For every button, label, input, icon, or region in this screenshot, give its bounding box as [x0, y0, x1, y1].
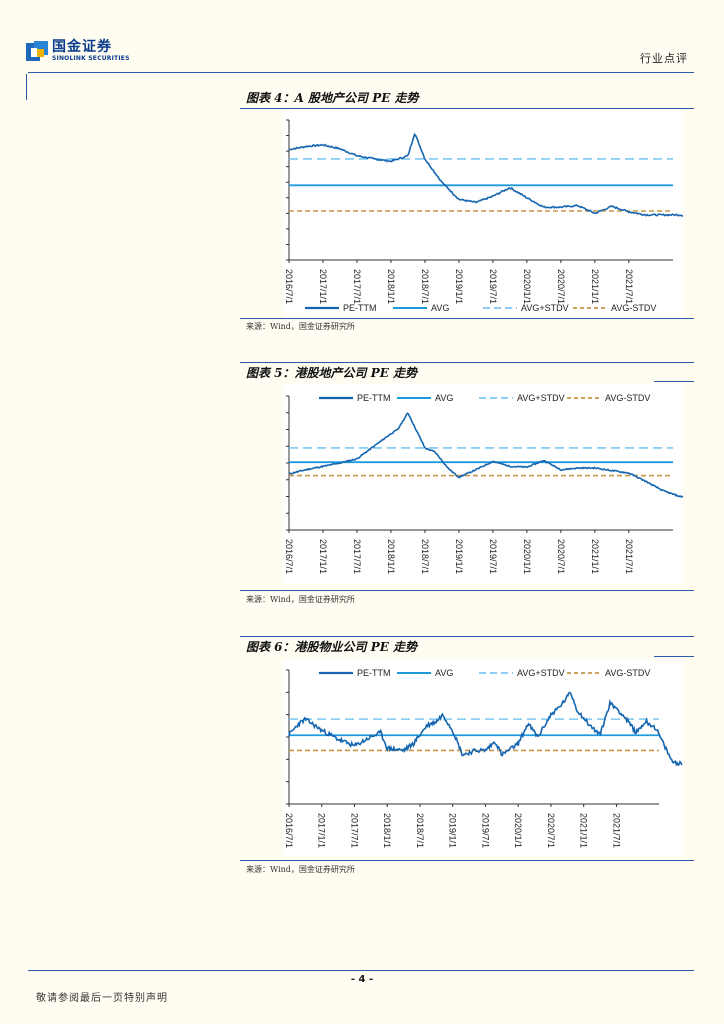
- legend-label: PE-TTM: [357, 393, 391, 403]
- logo-mark-icon: [26, 40, 48, 63]
- figure-6-bottom-rule: [240, 860, 694, 861]
- x-tick-label: 2018/1/1: [386, 539, 396, 574]
- x-tick-label: 2021/1/1: [590, 539, 600, 574]
- figure-4-panel: 0246810121416182016/7/12017/1/12017/7/12…: [273, 110, 724, 318]
- figure-5-title-rule: [654, 381, 694, 382]
- figure-4-source: 来源：Wind，国金证券研究所: [246, 322, 355, 331]
- x-tick-label: 2021/1/1: [590, 269, 600, 304]
- x-tick-label: 2017/7/1: [349, 813, 359, 848]
- x-tick-label: 2020/7/1: [556, 269, 566, 304]
- x-tick-label: 2021/1/1: [579, 813, 589, 848]
- x-tick-label: 2018/1/1: [382, 813, 392, 848]
- x-tick-label: 2020/1/1: [513, 813, 523, 848]
- legend-label: AVG-STDV: [605, 393, 650, 403]
- figure-4-bottom-rule: [240, 318, 694, 319]
- x-tick-label: 2019/7/1: [488, 539, 498, 574]
- x-tick-label: 2020/7/1: [546, 813, 556, 848]
- figure-5-panel: 02468101214162016/7/12017/1/12017/7/1201…: [273, 384, 691, 584]
- company-sub-name: SINOLINK SECURITIES: [52, 55, 130, 62]
- x-tick-label: 2021/7/1: [611, 813, 621, 848]
- x-tick-label: 2018/7/1: [420, 269, 430, 304]
- figure-5-bottom-rule: [240, 590, 694, 591]
- figure-4-top-rule: [240, 108, 694, 109]
- figure-4-chart: 0246810121416182016/7/12017/1/12017/7/12…: [273, 115, 724, 313]
- company-logo: 国金证券 SINOLINK SECURITIES: [26, 40, 130, 63]
- company-name: 国金证券: [52, 39, 112, 55]
- x-tick-label: 2016/7/1: [284, 813, 294, 848]
- x-tick-label: 2019/7/1: [480, 813, 490, 848]
- x-tick-label: 2017/7/1: [352, 269, 362, 304]
- x-tick-label: 2018/7/1: [420, 539, 430, 574]
- x-tick-label: 2021/7/1: [624, 539, 634, 574]
- x-tick-label: 2017/1/1: [318, 539, 328, 574]
- figure-6-chart: 01020304050602016/7/12017/1/12017/7/1201…: [273, 665, 683, 848]
- x-tick-label: 2017/7/1: [352, 539, 362, 574]
- pe-ttm-series: [288, 412, 691, 498]
- page-number: - 4 -: [350, 974, 374, 985]
- legend-label: AVG-STDV: [605, 668, 650, 678]
- x-tick-label: 2016/7/1: [284, 269, 294, 304]
- figure-5-title: 图表 5：港股地产公司 PE 走势: [246, 366, 418, 380]
- legend-label: AVG+STDV: [517, 393, 565, 403]
- figure-4-title: 图表 4：A 股地产公司 PE 走势: [246, 91, 419, 105]
- x-tick-label: 2019/7/1: [488, 269, 498, 304]
- x-tick-label: 2019/1/1: [454, 539, 464, 574]
- legend-label: AVG: [435, 393, 453, 403]
- legend-label: AVG+STDV: [517, 668, 565, 678]
- pe-ttm-series: [288, 691, 683, 767]
- x-tick-label: 2018/1/1: [386, 269, 396, 304]
- x-tick-label: 2020/1/1: [522, 539, 532, 574]
- pe-ttm-series: [288, 132, 724, 219]
- figure-5-source: 来源：Wind，国金证券研究所: [246, 595, 355, 604]
- legend-label: AVG-STDV: [611, 303, 656, 313]
- figure-6-source: 来源：Wind，国金证券研究所: [246, 865, 355, 874]
- figure-5-chart: 02468101214162016/7/12017/1/12017/7/1201…: [273, 391, 691, 574]
- legend-label: AVG+STDV: [521, 303, 569, 313]
- legend-label: PE-TTM: [343, 303, 377, 313]
- legend-label: AVG: [435, 668, 453, 678]
- x-tick-label: 2020/1/1: [522, 269, 532, 304]
- footer-divider: [28, 970, 694, 971]
- x-tick-label: 2017/1/1: [318, 269, 328, 304]
- x-tick-label: 2019/1/1: [448, 813, 458, 848]
- x-tick-label: 2021/7/1: [624, 269, 634, 304]
- figure-6-pre-rule: [240, 636, 694, 637]
- figure-6-panel: 01020304050602016/7/12017/1/12017/7/1201…: [273, 660, 683, 856]
- legend-label: PE-TTM: [357, 668, 391, 678]
- figure-6-title: 图表 6：港股物业公司 PE 走势: [246, 640, 418, 654]
- x-tick-label: 2018/7/1: [415, 813, 425, 848]
- x-tick-label: 2017/1/1: [317, 813, 327, 848]
- figure-5-pre-rule: [240, 362, 694, 363]
- header-vertical-rule: [26, 74, 27, 100]
- header-divider: [28, 72, 694, 73]
- x-tick-label: 2020/7/1: [556, 539, 566, 574]
- figure-6-title-rule: [654, 656, 694, 657]
- report-type: 行业点评: [640, 52, 688, 65]
- legend-label: AVG: [431, 303, 449, 313]
- disclaimer: 敬请参阅最后一页特别声明: [36, 993, 168, 1004]
- x-tick-label: 2016/7/1: [284, 539, 294, 574]
- x-tick-label: 2019/1/1: [454, 269, 464, 304]
